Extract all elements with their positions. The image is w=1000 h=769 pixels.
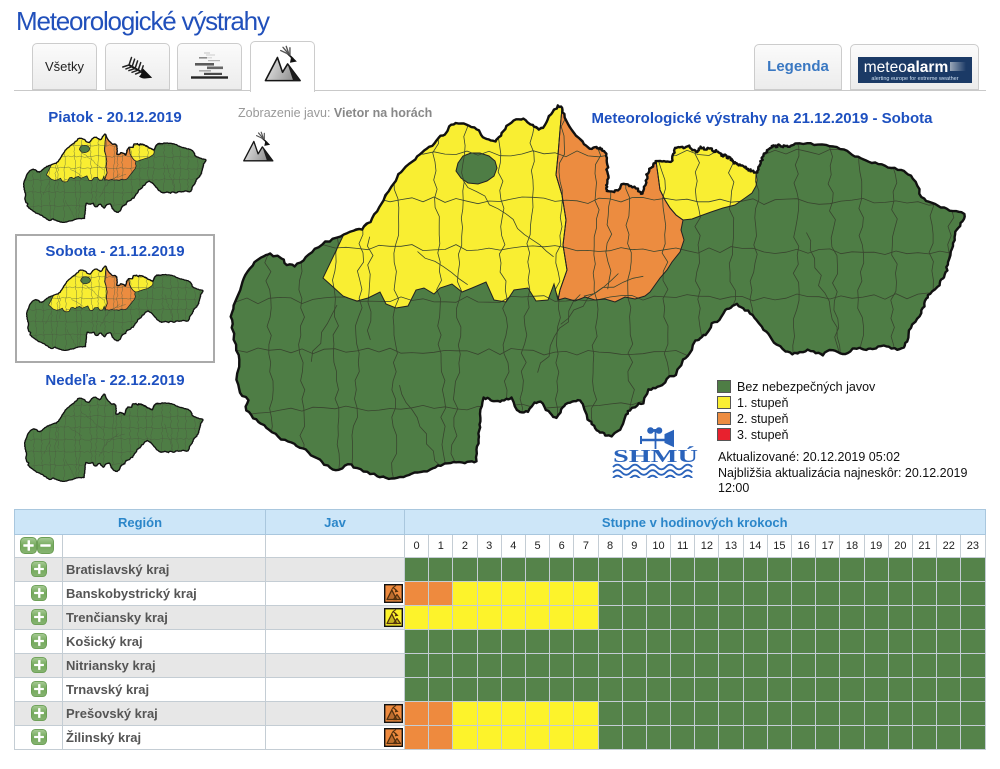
svg-text:SHMÚ: SHMÚ	[613, 445, 698, 466]
